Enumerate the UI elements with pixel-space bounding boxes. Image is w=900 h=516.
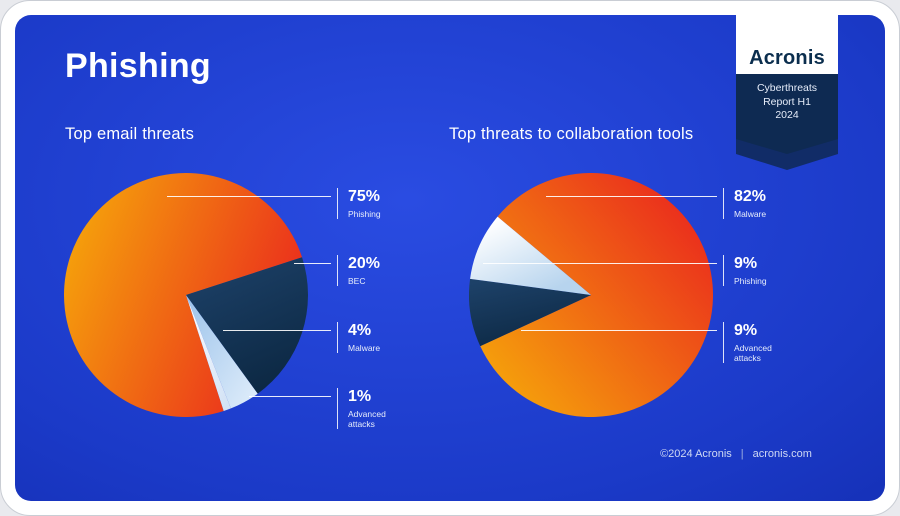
pie-slice-advanced-attacks <box>469 278 591 347</box>
report-ribbon: Acronis Cyberthreats Report H1 2024 <box>736 2 838 170</box>
pie-slice-malware <box>186 295 258 409</box>
report-line-1: Cyberthreats <box>756 82 818 94</box>
pie-slice-phishing <box>64 173 303 417</box>
legend-label: Advanced attacks <box>348 409 386 429</box>
legend-pct: 1% <box>348 388 372 405</box>
footer: ©2024 Acronis | acronis.com <box>601 448 871 460</box>
legend-label: Phishing <box>734 276 767 286</box>
footer-divider: | <box>740 448 744 460</box>
footer-copyright: ©2024 Acronis <box>660 448 732 460</box>
legend-item-advanced-attacks-2: 9% Advanced attacks <box>723 322 799 363</box>
pie-slice-phishing <box>470 216 591 295</box>
legend-pct: 82% <box>734 188 767 205</box>
acronis-logo: Acronis <box>749 47 825 69</box>
pie-slice-bec <box>186 257 308 394</box>
callout-line-phishing-2 <box>483 263 717 264</box>
pie-slice-advanced-attacks <box>186 295 231 412</box>
chart-title-email-threats: Top email threats <box>65 125 195 143</box>
legend-label: Phishing <box>348 209 381 219</box>
ribbon-report-area: Cyberthreats Report H1 2024 <box>736 74 838 154</box>
legend-item-phishing: 75% Phishing <box>337 188 413 219</box>
callout-line-advanced-2 <box>521 330 717 331</box>
ribbon-logo-area: Acronis <box>736 2 838 74</box>
report-line-3: 2024 <box>775 109 799 121</box>
pie-chart-email-threats <box>64 173 308 417</box>
legend-label: BEC <box>348 276 366 286</box>
legend-pct: 9% <box>734 255 758 272</box>
legend-label: Malware <box>348 343 381 353</box>
report-line-2: Report H1 <box>763 95 811 108</box>
legend-pct: 9% <box>734 322 758 339</box>
callout-line-malware <box>223 330 331 331</box>
callout-line-bec <box>294 263 331 264</box>
legend-pct: 4% <box>348 322 372 339</box>
callout-line-malware-2 <box>546 196 717 197</box>
legend-pct: 20% <box>348 255 381 272</box>
legend-label: Advanced attacks <box>734 343 772 363</box>
pie-chart-collab-tools <box>469 173 713 417</box>
legend-pct: 75% <box>348 188 381 205</box>
chart-title-collab-tools: Top threats to collaboration tools <box>449 125 694 143</box>
pie-slice-malware <box>480 173 713 417</box>
legend-item-advanced-attacks: 1% Advanced attacks <box>337 388 413 429</box>
ribbon-front-layer: Acronis Cyberthreats Report H1 2024 <box>736 2 838 154</box>
legend-label: Malware <box>734 209 767 219</box>
legend-item-malware-2: 82% Malware <box>723 188 799 219</box>
page-title: Phishing <box>65 47 211 85</box>
footer-site: acronis.com <box>752 448 812 460</box>
callout-line-advanced <box>249 396 331 397</box>
callout-line-phishing <box>167 196 331 197</box>
legend-item-phishing-2: 9% Phishing <box>723 255 799 286</box>
legend-item-malware: 4% Malware <box>337 322 413 353</box>
legend-item-bec: 20% BEC <box>337 255 413 286</box>
